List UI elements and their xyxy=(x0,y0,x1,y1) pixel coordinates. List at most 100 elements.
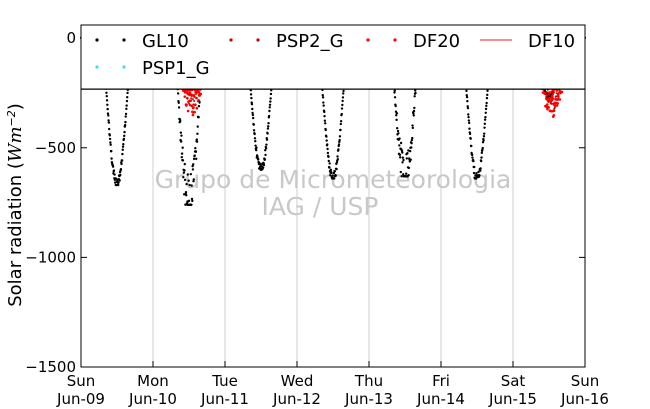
df20-point xyxy=(191,113,195,117)
gl10-point xyxy=(105,99,109,102)
df20-point xyxy=(189,99,193,102)
gl10-point xyxy=(339,128,342,132)
gl10-point xyxy=(121,148,124,151)
gl10-point xyxy=(108,134,111,137)
gl10-point xyxy=(106,112,110,115)
df20-point xyxy=(558,98,562,101)
gl10-point xyxy=(179,131,183,134)
x-axis: SunJun-09MonJun-10TueJun-11WedJun-12ThuJ… xyxy=(56,361,609,408)
df20-point xyxy=(186,109,190,113)
gl10-point xyxy=(121,152,124,156)
gl10-point xyxy=(465,93,468,97)
gl10-point xyxy=(341,99,344,103)
gl10-point xyxy=(253,137,257,140)
gl10-point xyxy=(191,168,195,171)
psp2-point xyxy=(551,102,554,105)
gl10-point xyxy=(126,91,129,95)
gl10-point xyxy=(328,166,331,169)
df20-point xyxy=(555,104,559,107)
gl10-point xyxy=(339,122,343,126)
x-tick-label-day: Mon xyxy=(137,372,169,390)
gl10-point xyxy=(124,120,127,124)
gl10-point xyxy=(399,170,402,174)
gl10-point xyxy=(334,174,337,177)
gl10-point xyxy=(254,139,257,143)
gl10-point xyxy=(393,91,396,94)
gl10-point xyxy=(327,155,330,159)
gl10-point xyxy=(117,183,120,187)
gl10-point xyxy=(125,104,128,107)
gl10-point xyxy=(407,149,410,152)
gl10-point xyxy=(184,190,188,194)
gl10-point xyxy=(267,121,270,125)
gl10-point xyxy=(262,163,266,167)
gl10-point xyxy=(267,114,271,118)
gl10-point xyxy=(125,99,129,103)
df20-point xyxy=(547,106,550,109)
gl10-point xyxy=(401,156,405,159)
gl10-point xyxy=(109,141,112,144)
gl10-point xyxy=(124,112,128,116)
x-tick-label-date: Jun-12 xyxy=(272,390,321,408)
y-tick-label: −1000 xyxy=(25,248,76,266)
gl10-point xyxy=(182,171,186,174)
gl10-point xyxy=(125,107,128,111)
df20-point xyxy=(556,98,559,102)
gl10-point xyxy=(340,112,343,116)
gl10-point xyxy=(183,169,186,172)
gl10-point xyxy=(479,169,482,172)
gl10-point xyxy=(113,181,117,184)
gl10-point xyxy=(123,134,126,138)
gl10-point xyxy=(484,115,487,119)
gl10-point xyxy=(321,96,325,99)
gl10-point xyxy=(394,104,397,108)
y-tick-label: −500 xyxy=(35,139,76,157)
gl10-point xyxy=(480,159,483,163)
gl10-point xyxy=(342,92,345,95)
gl10-point xyxy=(186,173,189,176)
gl10-point xyxy=(325,135,328,138)
gl10-point xyxy=(483,118,487,121)
gl10-point xyxy=(180,134,183,137)
gl10-point xyxy=(335,167,338,171)
gl10-point xyxy=(325,139,328,142)
gl10-point xyxy=(195,157,198,161)
gl10-point xyxy=(328,162,331,165)
gl10-point xyxy=(254,144,257,147)
x-tick-label-date: Jun-14 xyxy=(416,390,465,408)
gl10-point xyxy=(268,109,271,113)
gl10-point xyxy=(336,155,339,158)
psp2-point xyxy=(546,91,549,94)
gl10-point xyxy=(105,91,108,95)
gl10-point xyxy=(106,107,109,111)
x-tick-label-day: Sun xyxy=(571,372,600,390)
gl10-point xyxy=(322,104,325,107)
psp2-point xyxy=(193,100,196,103)
gl10-point xyxy=(486,93,489,97)
gl10-point xyxy=(401,173,405,176)
gl10-point xyxy=(185,193,188,197)
gl10-point xyxy=(395,113,398,117)
legend-label: PSP2_G xyxy=(276,31,344,52)
gl10-point xyxy=(196,125,199,128)
df20-point xyxy=(190,94,193,98)
gl10-point xyxy=(184,203,187,206)
gl10-point xyxy=(196,132,199,135)
gl10-point xyxy=(189,172,193,176)
gl10-point xyxy=(411,126,415,130)
gl10-point xyxy=(471,156,474,159)
legend-swatch xyxy=(95,38,99,42)
gl10-point xyxy=(413,106,416,110)
psp2-point xyxy=(190,97,193,100)
gl10-point xyxy=(481,146,484,150)
df20-point xyxy=(193,110,197,114)
psp2-point xyxy=(554,95,557,98)
legend-item-df20: DF20 xyxy=(366,31,460,52)
gl10-point xyxy=(331,174,334,177)
x-tick-label-day: Thu xyxy=(354,372,383,390)
gl10-point xyxy=(485,104,488,108)
gl10-point xyxy=(198,101,201,104)
gl10-point xyxy=(333,177,336,180)
gl10-point xyxy=(266,132,269,135)
gl10-point xyxy=(323,110,326,114)
